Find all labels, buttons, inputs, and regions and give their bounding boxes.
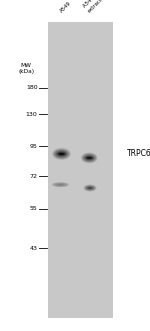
Ellipse shape bbox=[56, 184, 65, 186]
Ellipse shape bbox=[56, 151, 67, 157]
Text: 55: 55 bbox=[30, 206, 38, 211]
Ellipse shape bbox=[53, 149, 70, 159]
Ellipse shape bbox=[87, 157, 92, 159]
Text: TRPC6: TRPC6 bbox=[127, 149, 150, 159]
Ellipse shape bbox=[81, 153, 97, 163]
Ellipse shape bbox=[83, 184, 97, 192]
Ellipse shape bbox=[87, 187, 93, 189]
Ellipse shape bbox=[81, 153, 98, 163]
Text: 72: 72 bbox=[30, 173, 38, 179]
Ellipse shape bbox=[85, 186, 95, 190]
Ellipse shape bbox=[58, 184, 63, 185]
Ellipse shape bbox=[85, 185, 95, 191]
Ellipse shape bbox=[57, 152, 66, 156]
Ellipse shape bbox=[58, 152, 65, 156]
Ellipse shape bbox=[53, 183, 68, 187]
Ellipse shape bbox=[53, 183, 68, 187]
Ellipse shape bbox=[87, 187, 93, 189]
Ellipse shape bbox=[82, 153, 97, 163]
Ellipse shape bbox=[86, 156, 93, 160]
Ellipse shape bbox=[52, 182, 68, 187]
Text: MW
(kDa): MW (kDa) bbox=[18, 63, 34, 74]
Ellipse shape bbox=[56, 184, 64, 186]
Ellipse shape bbox=[57, 184, 64, 185]
Ellipse shape bbox=[55, 183, 66, 186]
Ellipse shape bbox=[87, 187, 93, 189]
Ellipse shape bbox=[51, 182, 69, 187]
Ellipse shape bbox=[52, 148, 71, 160]
Ellipse shape bbox=[84, 185, 96, 191]
Ellipse shape bbox=[56, 184, 65, 186]
Ellipse shape bbox=[84, 155, 95, 161]
Ellipse shape bbox=[57, 184, 64, 185]
Ellipse shape bbox=[85, 156, 93, 160]
Ellipse shape bbox=[85, 156, 94, 160]
Ellipse shape bbox=[55, 150, 68, 158]
Ellipse shape bbox=[53, 149, 70, 159]
Text: A549: A549 bbox=[59, 0, 72, 13]
Ellipse shape bbox=[85, 156, 93, 160]
Ellipse shape bbox=[84, 185, 96, 191]
Ellipse shape bbox=[83, 154, 95, 162]
Ellipse shape bbox=[54, 149, 69, 159]
Ellipse shape bbox=[53, 183, 68, 187]
Ellipse shape bbox=[57, 152, 66, 156]
Ellipse shape bbox=[87, 187, 93, 189]
Ellipse shape bbox=[56, 151, 67, 157]
Ellipse shape bbox=[86, 186, 94, 190]
Ellipse shape bbox=[84, 155, 94, 161]
Ellipse shape bbox=[55, 150, 68, 158]
Ellipse shape bbox=[88, 187, 92, 189]
Ellipse shape bbox=[82, 154, 96, 162]
Ellipse shape bbox=[52, 182, 69, 187]
Ellipse shape bbox=[54, 149, 69, 159]
Ellipse shape bbox=[87, 186, 93, 190]
Text: 43: 43 bbox=[30, 246, 38, 251]
Text: A549 membrane
extract: A549 membrane extract bbox=[82, 0, 122, 13]
Ellipse shape bbox=[57, 152, 66, 156]
Ellipse shape bbox=[84, 155, 95, 161]
Ellipse shape bbox=[86, 186, 94, 190]
Ellipse shape bbox=[86, 157, 92, 159]
Ellipse shape bbox=[85, 186, 94, 190]
Ellipse shape bbox=[56, 183, 65, 186]
Ellipse shape bbox=[56, 151, 67, 157]
Ellipse shape bbox=[86, 186, 94, 190]
Ellipse shape bbox=[88, 187, 92, 189]
Bar bbox=[48, 22, 112, 318]
Ellipse shape bbox=[54, 183, 67, 186]
Ellipse shape bbox=[55, 150, 68, 158]
Text: 180: 180 bbox=[26, 85, 38, 90]
Ellipse shape bbox=[52, 182, 69, 187]
Ellipse shape bbox=[54, 183, 66, 186]
Ellipse shape bbox=[82, 153, 97, 163]
Ellipse shape bbox=[54, 183, 67, 186]
Ellipse shape bbox=[55, 183, 66, 186]
Ellipse shape bbox=[85, 185, 95, 191]
Ellipse shape bbox=[81, 152, 98, 164]
Ellipse shape bbox=[52, 148, 70, 160]
Ellipse shape bbox=[58, 153, 64, 155]
Ellipse shape bbox=[54, 150, 69, 158]
Ellipse shape bbox=[84, 185, 96, 191]
Ellipse shape bbox=[84, 185, 96, 191]
Ellipse shape bbox=[82, 154, 96, 162]
Ellipse shape bbox=[83, 154, 96, 162]
Ellipse shape bbox=[86, 157, 92, 159]
Ellipse shape bbox=[52, 148, 71, 160]
Text: 130: 130 bbox=[26, 112, 38, 117]
Text: 95: 95 bbox=[30, 144, 38, 149]
Ellipse shape bbox=[58, 153, 65, 155]
Ellipse shape bbox=[57, 184, 63, 185]
Ellipse shape bbox=[84, 155, 94, 161]
Ellipse shape bbox=[84, 184, 96, 192]
